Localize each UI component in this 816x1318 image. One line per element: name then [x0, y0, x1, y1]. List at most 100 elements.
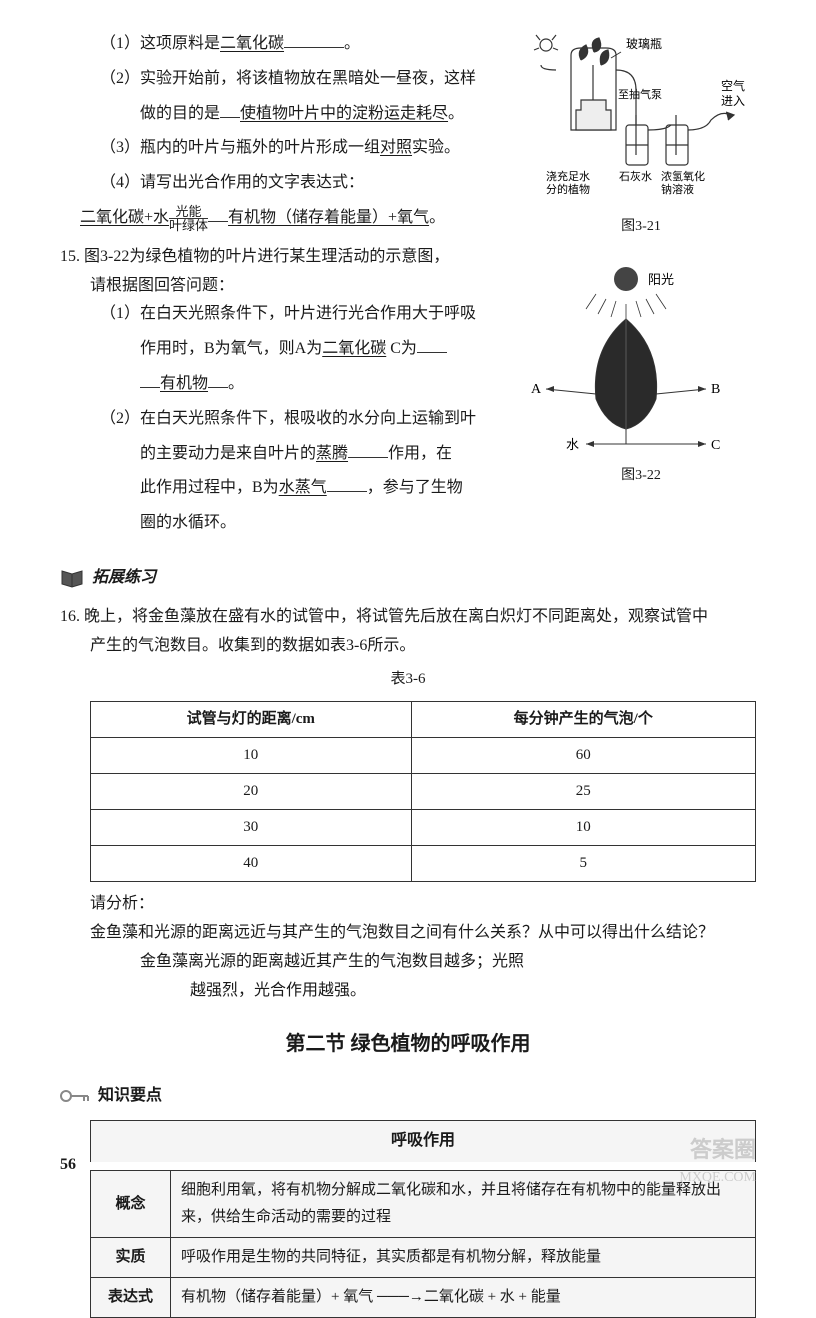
q15-sub1-answer2: 有机物	[160, 375, 208, 392]
q14-sub4-line1: （4）请写出光合作用的文字表达式：	[100, 174, 364, 191]
fraction: 光能叶绿体	[169, 205, 208, 232]
label-naoh2: 钠溶液	[661, 182, 694, 196]
section2-title: 第二节 绿色植物的呼吸作用	[60, 1026, 756, 1062]
q15-sub1-mid: C为	[390, 340, 417, 357]
q15-sub1-line2-prefix: 作用时，B为氧气，则A为	[140, 340, 322, 357]
q16-answer2: 越强烈，光合作用越强。	[60, 977, 756, 1006]
diagram2-caption: 图3-22	[526, 463, 756, 488]
right-column: 玻璃瓶 至抽气泵 空气 进入 浇充足水 分的植物 石灰水 浓氢氧化 钠溶液 图3…	[526, 30, 756, 544]
q14-sub2-line2: 做的目的是 使植物叶片中的淀粉运走耗尽。	[60, 100, 506, 129]
table-row: 1060	[91, 738, 756, 774]
cell: 5	[411, 846, 755, 882]
cell: 20	[91, 774, 412, 810]
label-water-plant: 浇充足水	[546, 169, 590, 183]
page-number: 56	[60, 1151, 76, 1180]
label-lime: 石灰水	[619, 169, 652, 183]
q15-sub1-answer1: 二氧化碳	[322, 340, 386, 357]
top-section: （1）这项原料是二氧化碳。 （2）实验开始前，将该植物放在黑暗处一昼夜，这样 做…	[60, 30, 756, 544]
extension-header: 拓展练习	[60, 564, 756, 593]
q16-question: 金鱼藻和光源的距离远近与其产生的气泡数目之间有什么关系？从中可以得出什么结论？	[60, 919, 756, 948]
cell: 30	[91, 810, 412, 846]
q16-analyze: 请分析：	[60, 890, 756, 919]
concept-table: 概念细胞利用氧，将有机物分解成二氧化碳和水，并且将储存在有机物中的能量释放出来，…	[90, 1170, 756, 1318]
table-caption: 表3-6	[60, 666, 756, 693]
table-header-row: 试管与灯的距离/cm 每分钟产生的气泡/个	[91, 702, 756, 738]
q15-sub1-line1: （1）在白天光照条件下，叶片进行光合作用大于呼吸	[100, 305, 476, 322]
label-air2: 进入	[721, 94, 745, 108]
diagram-3-21: 玻璃瓶 至抽气泵 空气 进入 浇充足水 分的植物 石灰水 浓氢氧化 钠溶液 图3…	[526, 30, 756, 239]
q14-sub4: （4）请写出光合作用的文字表达式：	[60, 169, 506, 198]
q15-sub2-line2-suffix: 作用，在	[388, 445, 452, 462]
label-a: A	[531, 382, 542, 397]
table-row: 405	[91, 846, 756, 882]
q15-sub2-answer1: 蒸腾	[316, 445, 348, 462]
q15-sub2-answer2: 水蒸气	[279, 479, 327, 496]
label-water-plant2: 分的植物	[546, 182, 590, 196]
knowledge-title: 知识要点	[98, 1082, 162, 1111]
blank	[417, 352, 447, 353]
cell: 10	[91, 738, 412, 774]
q14-sub4-part2: 有机物（储存着能量）+氧气	[228, 209, 429, 226]
q15-sub1-suffix: 。	[228, 375, 244, 392]
blank	[327, 491, 367, 492]
label-water: 水	[566, 437, 579, 452]
frac-top: 光能	[169, 205, 208, 219]
q15-sub2-line3-prefix: 此作用过程中，B为	[140, 479, 279, 496]
blank	[208, 387, 228, 388]
q14-sub3-answer: 对照	[380, 139, 412, 156]
blank	[284, 47, 344, 48]
q15-sub1-line3: 有机物 。	[60, 370, 506, 399]
q16: 16. 晚上，将金鱼藻放在盛有水的试管中，将试管先后放在离白炽灯不同距离处，观察…	[60, 603, 756, 1006]
cell: 40	[91, 846, 412, 882]
blank	[140, 387, 160, 388]
q14-sub1-prefix: （1）这项原料是	[100, 35, 220, 52]
table-row: 表达式有机物（储存着能量）+ 氧气 ───→二氧化碳 + 水 + 能量	[91, 1278, 756, 1318]
q14-sub1: （1）这项原料是二氧化碳 。	[60, 30, 506, 59]
label-sun: 阳光	[648, 272, 674, 287]
q15: 15. 图3-22为绿色植物的叶片进行某生理活动的示意图， 请根据图回答问题： …	[60, 243, 506, 538]
diagram-3-22: 阳光 A B 水 C 图3-22	[526, 259, 756, 488]
row1-d: 细胞利用氧，将有机物分解成二氧化碳和水，并且将储存在有机物中的能量释放出来，供给…	[171, 1171, 756, 1238]
blank	[348, 457, 388, 458]
frac-bot: 叶绿体	[169, 219, 208, 232]
extension-title: 拓展练习	[92, 564, 156, 593]
q14-sub2: （2）实验开始前，将该植物放在黑暗处一昼夜，这样	[60, 65, 506, 94]
q14-sub2-prefix: （2）实验开始前，将该植物放在黑暗处一昼夜，这样	[100, 70, 476, 87]
q14-sub2-line2-prefix: 做的目的是	[140, 105, 220, 122]
q15-sub2: （2）在白天光照条件下，根吸收的水分向上运输到叶	[60, 405, 506, 434]
q15-sub2-line2-prefix: 的主要动力是来自叶片的	[140, 445, 316, 462]
row2-d: 呼吸作用是生物的共同特征，其实质都是有机物分解，释放能量	[171, 1238, 756, 1278]
q14-sub2-answer: 使植物叶片中的淀粉运走耗尽	[240, 105, 448, 122]
table-row: 概念细胞利用氧，将有机物分解成二氧化碳和水，并且将储存在有机物中的能量释放出来，…	[91, 1171, 756, 1238]
q15-sub2-line3: 此作用过程中，B为水蒸气 ，参与了生物	[60, 474, 506, 503]
q14-sub4-suffix: 。	[429, 209, 445, 226]
label-c: C	[711, 438, 720, 453]
q15-intro2: 请根据图回答问题：	[60, 272, 506, 301]
label-pump: 至抽气泵	[618, 87, 662, 101]
q15-sub2-line3-suffix: ，参与了生物	[367, 479, 463, 496]
q15-sub1: （1）在白天光照条件下，叶片进行光合作用大于呼吸	[60, 300, 506, 329]
row3-h: 表达式	[91, 1278, 171, 1318]
experiment-svg: 玻璃瓶 至抽气泵 空气 进入 浇充足水 分的植物 石灰水 浓氢氧化 钠溶液	[526, 30, 756, 210]
col1-header: 试管与灯的距离/cm	[91, 702, 412, 738]
blank	[220, 117, 240, 118]
book-icon	[60, 568, 84, 588]
q14-sub1-answer: 二氧化碳	[220, 35, 284, 52]
q16-line2: 产生的气泡数目。收集到的数据如表3-6所示。	[60, 632, 756, 661]
table-row: 2025	[91, 774, 756, 810]
q14-sub1-suffix: 。	[344, 35, 360, 52]
row2-h: 实质	[91, 1238, 171, 1278]
label-naoh1: 浓氢氧化	[661, 169, 705, 183]
label-glass: 玻璃瓶	[626, 37, 662, 51]
q15-num: 15.	[60, 248, 80, 265]
q15-intro1: 图3-22为绿色植物的叶片进行某生理活动的示意图，	[84, 248, 449, 265]
row1-h: 概念	[91, 1171, 171, 1238]
cell: 25	[411, 774, 755, 810]
knowledge-header: 知识要点	[60, 1082, 756, 1111]
label-air1: 空气	[721, 78, 745, 93]
q16-num: 16.	[60, 608, 80, 625]
q14-sub2-suffix: 。	[448, 105, 464, 122]
q14-sub4-answer: 二氧化碳+水光能叶绿体有机物（储存着能量）+氧气。	[60, 204, 506, 233]
label-b: B	[711, 382, 720, 397]
watermark-sub: MXQE.COM	[679, 1165, 756, 1190]
